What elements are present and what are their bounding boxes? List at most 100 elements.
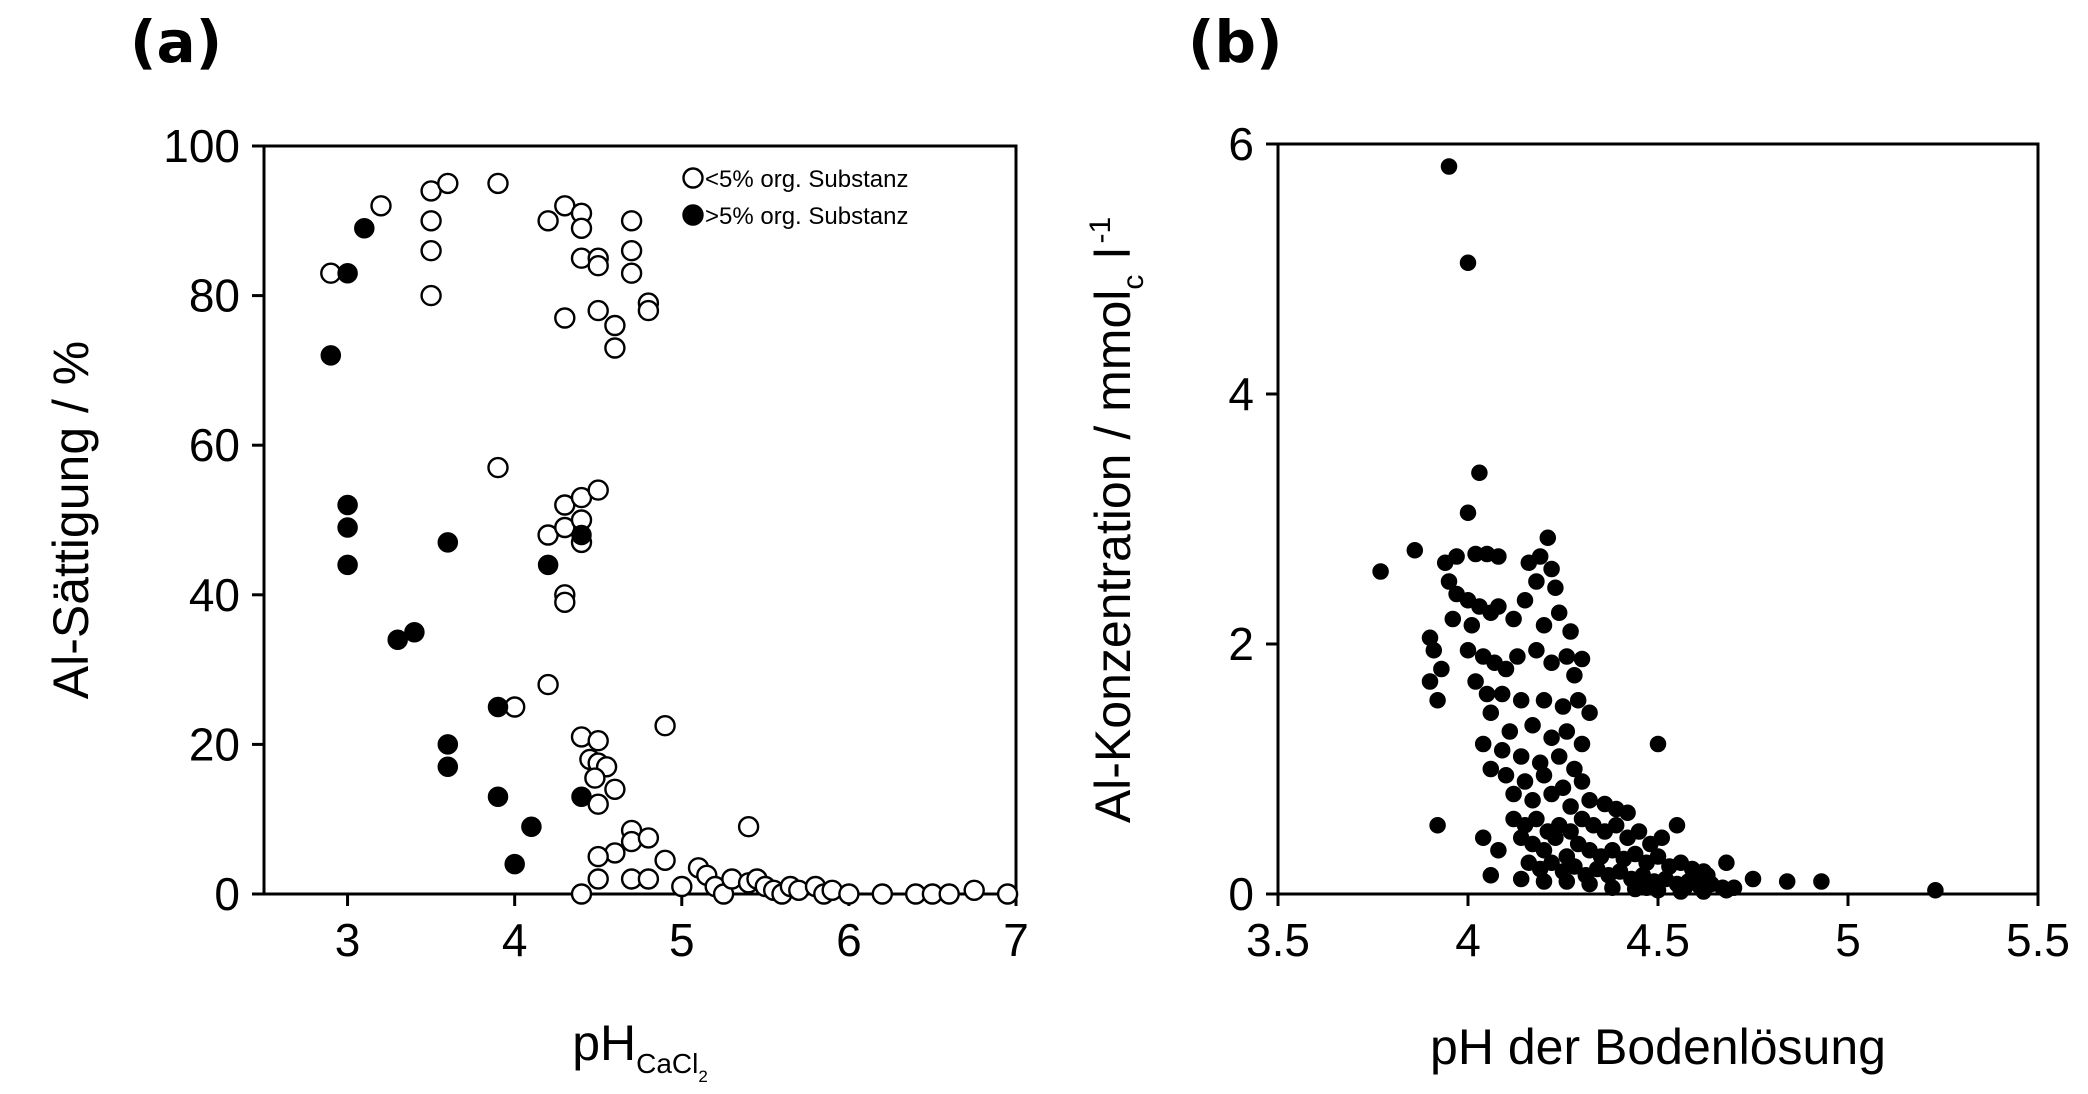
data-point-filled	[1581, 792, 1598, 809]
data-point-filled	[1566, 858, 1583, 875]
data-point-filled	[1516, 773, 1534, 790]
data-point-filled	[1497, 767, 1515, 784]
x-title-ph: pH	[572, 1015, 636, 1071]
data-point-filled	[1718, 882, 1735, 899]
panel-a-x-axis-title: pHCaCl2	[572, 1015, 708, 1086]
data-point-open	[838, 883, 860, 905]
data-point-open	[420, 210, 442, 232]
data-point-filled	[437, 532, 459, 553]
data-point-filled	[571, 786, 592, 808]
data-point-filled	[320, 345, 342, 366]
data-point-filled	[1501, 723, 1519, 740]
data-point-filled	[1778, 873, 1796, 890]
y-title-sub: c	[1117, 275, 1150, 290]
data-point-open	[587, 299, 609, 322]
data-point-filled	[1482, 867, 1500, 884]
y-tick-label: 20	[189, 718, 240, 770]
panel-a-legend: <5% org. Substanz >5% org. Substanz	[682, 166, 908, 230]
data-point-filled	[1573, 735, 1591, 753]
data-point-filled	[1429, 817, 1446, 834]
data-point-filled	[1528, 573, 1545, 590]
data-point-open	[584, 767, 606, 789]
data-point-filled	[437, 756, 459, 778]
data-point-filled	[1535, 842, 1553, 859]
data-point-filled	[1626, 845, 1644, 863]
data-point-open	[637, 827, 660, 849]
data-point-filled	[487, 786, 509, 808]
data-point-open	[938, 883, 960, 905]
y-title-unit: l	[1085, 248, 1141, 259]
data-point-filled	[1520, 554, 1538, 572]
data-point-open	[637, 299, 660, 322]
data-point-filled	[1547, 829, 1564, 847]
panel-a-points	[320, 172, 1019, 905]
data-point-filled	[1421, 673, 1439, 690]
data-point-filled	[1649, 735, 1667, 753]
data-point-filled	[1474, 735, 1492, 753]
data-point-filled	[1467, 673, 1484, 690]
data-point-open	[420, 284, 442, 307]
data-point-open	[871, 883, 893, 905]
panel-b-label: (b)	[1188, 8, 1283, 76]
data-point-open	[737, 816, 760, 838]
data-point-filled	[1528, 642, 1545, 659]
data-point-filled	[1524, 792, 1541, 809]
data-point-filled	[1490, 842, 1507, 859]
data-point-filled	[1406, 542, 1424, 559]
data-point-filled	[1440, 158, 1458, 175]
data-point-filled	[1562, 823, 1579, 840]
data-point-filled	[1543, 729, 1560, 747]
data-point-filled	[1543, 785, 1560, 803]
panel-a: (a) 3 4 5 6 7 0 20 40 60 80 100 <5% org. Substanz …	[43, 8, 1029, 1086]
data-point-filled	[1535, 767, 1553, 784]
data-point-filled	[1490, 598, 1507, 615]
data-point-open	[620, 262, 643, 284]
y-tick-label: 100	[163, 120, 240, 172]
data-point-filled	[1482, 704, 1500, 722]
data-point-open	[554, 591, 576, 613]
data-point-open	[537, 210, 559, 232]
data-point-filled	[537, 554, 559, 576]
data-point-filled	[1543, 560, 1560, 578]
data-point-open	[587, 730, 609, 752]
panel-b-plot-frame	[1276, 142, 2040, 896]
data-point-filled	[1459, 504, 1477, 522]
y-tick-label: 60	[189, 419, 240, 471]
data-point-filled	[1512, 748, 1530, 765]
data-point-open	[587, 479, 609, 501]
panel-b-x-axis-title: pH der Bodenlösung	[1430, 1019, 1886, 1075]
data-point-filled	[1566, 760, 1583, 778]
data-point-filled	[1516, 592, 1534, 609]
data-point-open	[570, 883, 593, 905]
data-point-filled	[1482, 760, 1500, 778]
data-point-open	[996, 883, 1019, 905]
panel-b-ticks	[1266, 142, 2040, 906]
data-point-filled	[1573, 773, 1591, 790]
data-point-filled	[1372, 563, 1389, 580]
data-point-filled	[1493, 685, 1511, 703]
data-point-open	[604, 314, 626, 337]
panel-b-tick-labels: 3.5 4 4.5 5 5.5 0 2 4 6	[1228, 118, 2070, 966]
data-point-open	[654, 715, 676, 737]
data-point-open	[604, 337, 626, 359]
data-point-filled	[571, 524, 592, 546]
data-point-filled	[487, 696, 509, 718]
data-point-filled	[1744, 870, 1762, 888]
data-point-filled	[1562, 798, 1579, 815]
data-point-filled	[1478, 685, 1496, 703]
legend-open-circle-marker	[682, 167, 704, 189]
panel-a-tick-labels: 3 4 5 6 7 0 20 40 60 80 100	[163, 120, 1029, 966]
data-point-filled	[437, 734, 459, 755]
data-point-filled	[354, 218, 375, 239]
data-point-filled	[1463, 617, 1481, 634]
data-point-filled	[1425, 642, 1443, 659]
data-point-filled	[1604, 842, 1621, 859]
legend-filled-circle-marker	[682, 204, 704, 226]
data-point-filled	[1630, 823, 1648, 840]
data-point-filled	[1558, 873, 1576, 890]
legend-label-low-organic: <5% org. Substanz	[705, 166, 908, 193]
data-point-filled	[1459, 254, 1477, 272]
panel-a-y-axis-title: Al-Sättigung / %	[43, 341, 99, 700]
data-point-open	[620, 210, 643, 232]
y-tick-label: 40	[189, 569, 240, 621]
